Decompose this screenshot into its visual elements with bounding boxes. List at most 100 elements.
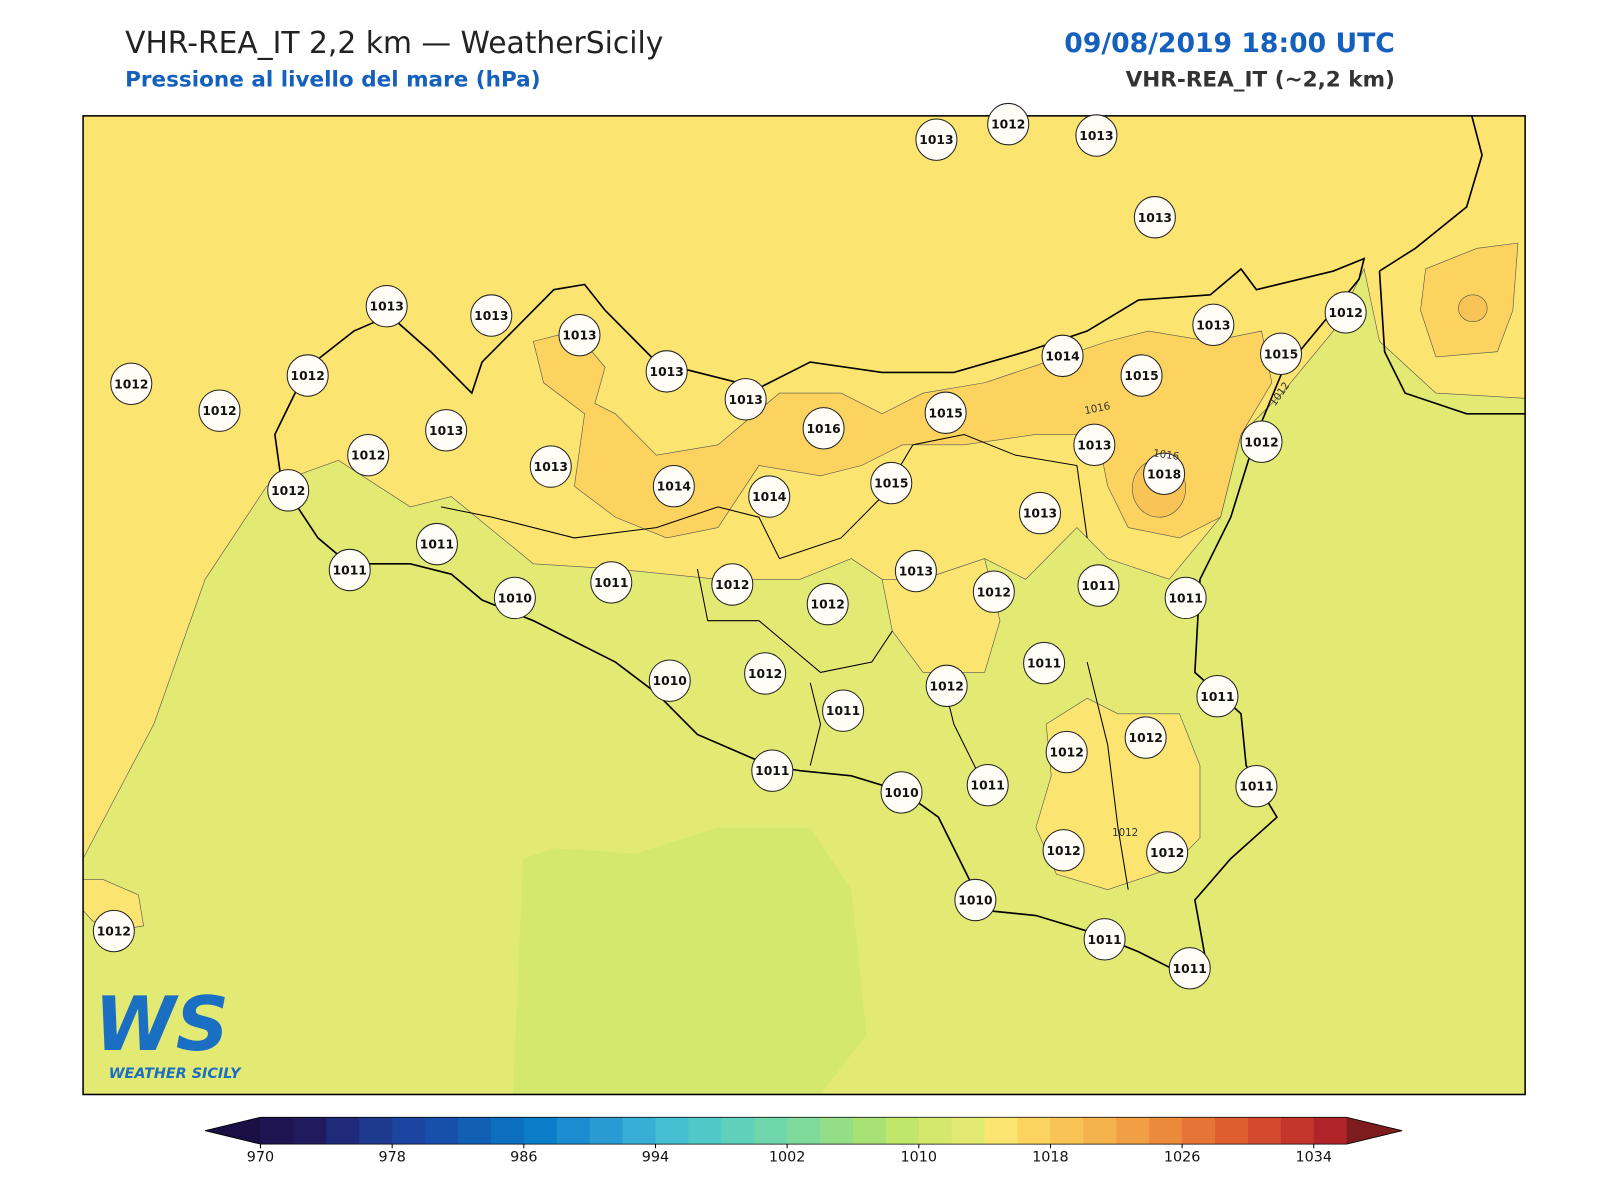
colorbar-tick-label: 1026 bbox=[1164, 1150, 1201, 1166]
logo-name: WEATHER SICILY bbox=[109, 1066, 242, 1082]
colorbar-bin bbox=[1116, 1117, 1150, 1145]
colorbar-bin bbox=[1083, 1117, 1117, 1145]
station-value: 1011 bbox=[420, 538, 454, 552]
station-value: 1013 bbox=[474, 309, 508, 323]
colorbar-bin bbox=[359, 1117, 393, 1145]
pressure-area bbox=[532, 330, 1273, 539]
station-value: 1011 bbox=[594, 576, 628, 590]
station-value: 1011 bbox=[971, 779, 1005, 793]
contour-label: 1016 bbox=[1083, 400, 1111, 417]
station-value: 1012 bbox=[1129, 731, 1163, 745]
station-value: 1012 bbox=[1050, 746, 1084, 760]
colorbar-tick-label: 1034 bbox=[1295, 1150, 1332, 1166]
colorbar-bin bbox=[523, 1117, 558, 1145]
station-value: 1015 bbox=[874, 477, 908, 491]
colorbar-bin bbox=[951, 1117, 986, 1145]
station-marker bbox=[1018, 491, 1062, 535]
colorbar-bin bbox=[754, 1117, 788, 1145]
station-marker bbox=[1077, 564, 1120, 607]
station-marker bbox=[1192, 303, 1235, 347]
station-marker bbox=[648, 659, 691, 702]
colorbar-bin bbox=[490, 1117, 525, 1145]
station-value: 1012 bbox=[1150, 846, 1184, 860]
station-marker bbox=[1075, 114, 1118, 157]
logo: WS WEATHER SICILY bbox=[94, 982, 242, 1082]
station-marker bbox=[870, 461, 913, 505]
station-marker bbox=[1073, 423, 1116, 467]
contour-label: 1016 bbox=[1152, 447, 1180, 463]
station-value: 1013 bbox=[534, 460, 568, 474]
station-value: 1011 bbox=[1087, 933, 1121, 947]
map-frame bbox=[82, 115, 1526, 1096]
station-marker bbox=[724, 378, 767, 421]
station-value: 1014 bbox=[657, 480, 692, 494]
station-marker bbox=[1083, 918, 1126, 961]
colorbar-under bbox=[205, 1117, 261, 1145]
colorbar-tick-label: 978 bbox=[378, 1150, 405, 1166]
station-value: 1010 bbox=[653, 674, 688, 688]
colorbar-bin bbox=[820, 1117, 854, 1145]
colorbar: 970 978 986 994 1002 1010 1018 1026 1034 bbox=[205, 1116, 1403, 1166]
station-marker bbox=[286, 354, 329, 397]
colorbar-bin bbox=[392, 1117, 426, 1145]
colorbar-bin bbox=[1017, 1117, 1051, 1145]
station-marker bbox=[748, 475, 791, 518]
station-value: 1013 bbox=[919, 133, 953, 147]
colorbar-tick-label: 1018 bbox=[1032, 1150, 1069, 1166]
colorbar-bin bbox=[721, 1117, 755, 1145]
station-value: 1012 bbox=[930, 679, 964, 693]
colorbar-bin bbox=[457, 1117, 492, 1145]
station-marker bbox=[645, 350, 688, 393]
colorbar-bin bbox=[556, 1117, 591, 1145]
station-marker bbox=[425, 409, 468, 452]
station-marker bbox=[365, 285, 408, 328]
station-marker bbox=[1168, 947, 1211, 990]
station-marker bbox=[493, 576, 536, 620]
station-value: 1012 bbox=[114, 377, 148, 391]
colorbar-tick-label: 994 bbox=[642, 1150, 669, 1166]
station-value: 1015 bbox=[1124, 369, 1158, 383]
station-value: 1012 bbox=[1329, 306, 1363, 320]
pressure-area bbox=[82, 268, 1526, 1095]
station-marker bbox=[328, 548, 371, 592]
station-value: 1013 bbox=[370, 300, 404, 314]
province-border bbox=[440, 433, 1129, 890]
colorbar-over bbox=[1346, 1117, 1403, 1145]
station-value: 1012 bbox=[715, 578, 749, 592]
colorbar-bin bbox=[688, 1117, 722, 1145]
contour-label: 1012 bbox=[1112, 827, 1138, 839]
colorbar-bin bbox=[984, 1117, 1019, 1145]
station-value: 1011 bbox=[1169, 591, 1203, 605]
station-marker bbox=[924, 391, 967, 434]
title: VHR-REA_IT 2,2 km — WeatherSicily bbox=[125, 26, 663, 61]
station-value: 1013 bbox=[429, 424, 463, 438]
colorbar-bin bbox=[885, 1117, 920, 1145]
colorbar-bin bbox=[293, 1117, 327, 1145]
colorbar-bin bbox=[655, 1117, 689, 1145]
map: 1013 1012 1013 1013 1013 1013 1013 1013 1013 1012… bbox=[82, 102, 1526, 1096]
station-value: 1014 bbox=[1045, 349, 1080, 363]
colorbar-bin bbox=[260, 1117, 294, 1145]
model-label: VHR-REA_IT (~2,2 km) bbox=[1126, 68, 1395, 93]
station-value: 1013 bbox=[899, 565, 933, 579]
station-value: 1011 bbox=[1173, 962, 1207, 976]
datetime: 09/08/2019 18:00 UTC bbox=[1064, 28, 1395, 59]
colorbar-bin bbox=[425, 1117, 459, 1145]
coastline bbox=[1378, 115, 1526, 415]
station-value: 1015 bbox=[1264, 347, 1298, 361]
station-marker bbox=[915, 118, 958, 161]
station-marker bbox=[1124, 716, 1167, 759]
station-value: 1014 bbox=[752, 490, 787, 504]
station-marker bbox=[470, 294, 513, 337]
station-value: 1011 bbox=[1200, 690, 1234, 704]
colorbar-tick-label: 1010 bbox=[901, 1150, 938, 1166]
colorbar-bin bbox=[1215, 1117, 1249, 1145]
station-value: 1012 bbox=[271, 484, 305, 498]
station-value: 1012 bbox=[1046, 844, 1080, 858]
station-value: 1012 bbox=[202, 404, 236, 418]
station-marker bbox=[925, 664, 968, 708]
station-value: 1010 bbox=[498, 591, 533, 605]
station-marker bbox=[1196, 675, 1239, 718]
